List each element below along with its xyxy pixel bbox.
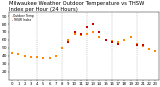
Text: Milwaukee Weather Outdoor Temperature vs THSW Index per Hour (24 Hours): Milwaukee Weather Outdoor Temperature vs… (9, 1, 144, 12)
Legend: Outdoor Temp, THSW Index: Outdoor Temp, THSW Index (11, 14, 34, 23)
